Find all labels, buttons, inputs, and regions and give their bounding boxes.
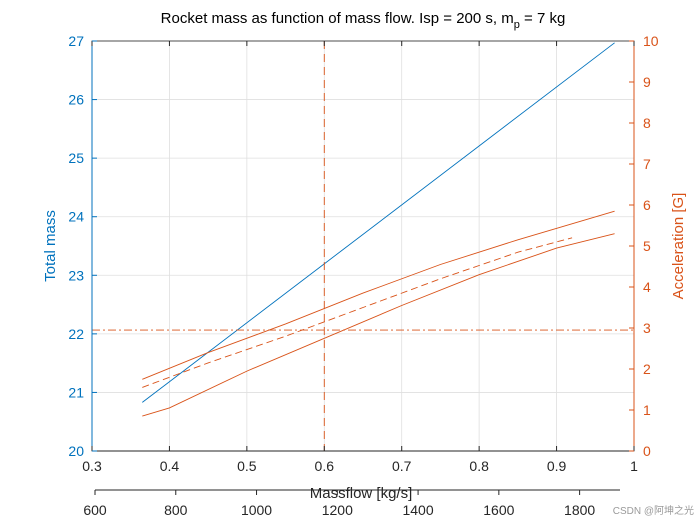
chart-title: Rocket mass as function of mass flow. Is… xyxy=(161,10,566,31)
x-bottom-tick-label-0: 600 xyxy=(83,502,107,518)
series-right-line-0 xyxy=(142,210,615,380)
y-axis-right-label: Acceleration [G] xyxy=(670,193,687,300)
y-left-tick-label-1: 21 xyxy=(68,384,84,400)
y-right-tick-label-3: 3 xyxy=(643,320,651,336)
watermark: CSDN @阿坤之光 xyxy=(613,504,694,517)
series-left-line-0 xyxy=(142,42,615,403)
x-top-tick-label-7: 1 xyxy=(630,458,638,474)
x-top-tick-label-6: 0.9 xyxy=(547,458,567,474)
y-right-tick-label-2: 2 xyxy=(643,361,651,377)
y-right-tick-label-4: 4 xyxy=(643,279,651,295)
y-left-tick-label-6: 26 xyxy=(68,92,84,108)
x-top-tick-label-1: 0.4 xyxy=(160,458,180,474)
plot-area xyxy=(92,41,634,451)
y-right-tick-label-9: 9 xyxy=(643,74,651,90)
y-right-tick-label-10: 10 xyxy=(643,33,659,49)
y-left-tick-label-5: 25 xyxy=(68,150,84,166)
y-left-tick-label-3: 23 xyxy=(68,267,84,283)
y-left-tick-label-0: 20 xyxy=(68,443,84,459)
x-bottom-tick-label-4: 1400 xyxy=(402,502,433,518)
series-right-line-1 xyxy=(142,237,573,388)
y-left-tick-label-2: 22 xyxy=(68,326,84,342)
y-right-tick-label-5: 5 xyxy=(643,238,651,254)
x-bottom-tick-label-1: 800 xyxy=(164,502,188,518)
title-main: Rocket mass as function of mass flow. Is… xyxy=(161,10,514,27)
x-bottom-tick-label-2: 1000 xyxy=(241,502,272,518)
title-subscript: p xyxy=(514,19,520,31)
y-left-tick-label-7: 27 xyxy=(68,33,84,49)
y-right-tick-label-8: 8 xyxy=(643,115,651,131)
x-bottom-tick-label-3: 1200 xyxy=(322,502,353,518)
x-top-tick-label-0: 0.3 xyxy=(82,458,102,474)
series-right-line-2 xyxy=(142,233,615,417)
x-bottom-tick-label-6: 1800 xyxy=(564,502,595,518)
y-right-tick-label-7: 7 xyxy=(643,156,651,172)
y-right-tick-label-6: 6 xyxy=(643,197,651,213)
y-left-tick-label-4: 24 xyxy=(68,209,84,225)
title-tail: = 7 kg xyxy=(520,10,565,27)
axes-group: 0.3 0.4 0.5 0.6 0.7 0.8 0.9 1600 800 1000 1200 1400… xyxy=(68,33,658,518)
x-bottom-tick-label-5: 1600 xyxy=(483,502,514,518)
y-right-tick-label-0: 0 xyxy=(643,443,651,459)
y-axis-left-label: Total mass xyxy=(42,210,59,282)
x-top-tick-label-2: 0.5 xyxy=(237,458,257,474)
x-top-tick-label-3: 0.6 xyxy=(315,458,335,474)
x-axis-label: Massflow [kg/s] xyxy=(310,485,413,502)
series-group xyxy=(92,41,634,451)
y-right-tick-label-1: 1 xyxy=(643,402,651,418)
x-top-tick-label-5: 0.8 xyxy=(469,458,489,474)
x-top-tick-label-4: 0.7 xyxy=(392,458,412,474)
